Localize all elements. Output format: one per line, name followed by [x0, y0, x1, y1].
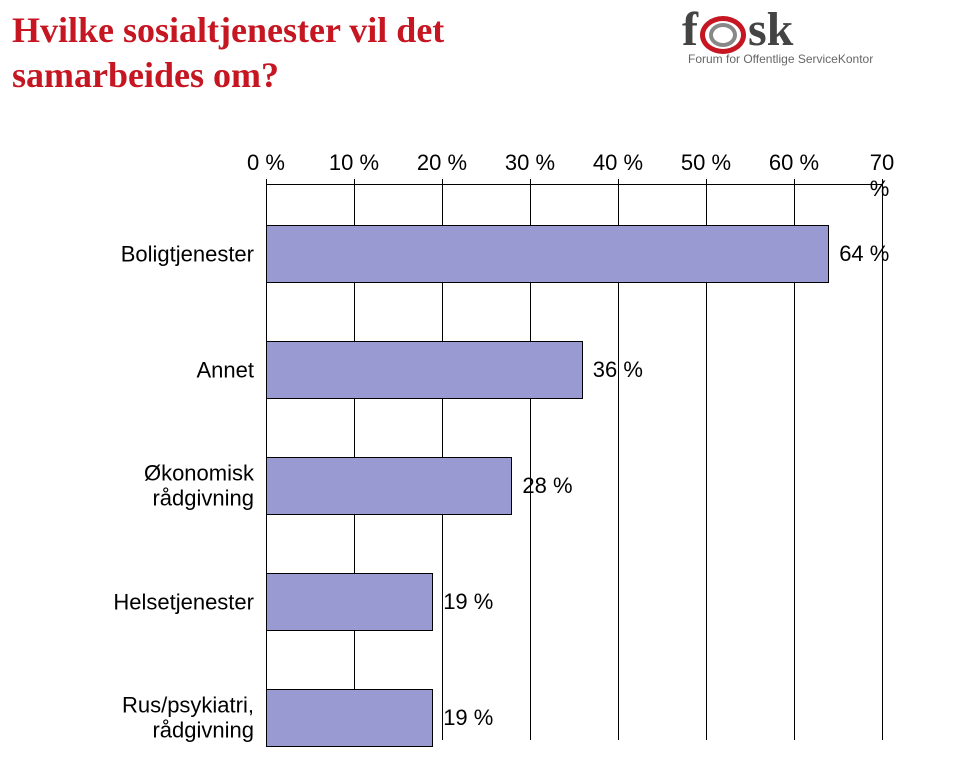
- bar-chart: 0 % 10 % 20 % 30 % 40 % 50 % 60 % 70 %: [70, 150, 890, 740]
- logo-letters-sk: sk: [748, 6, 793, 54]
- fosk-logo: f sk Forum for Offentlige ServiceKontor: [682, 6, 942, 86]
- logo-subtext: Forum for Offentlige ServiceKontor: [688, 52, 942, 66]
- bar: [266, 457, 512, 515]
- x-tick-label: 40 %: [593, 150, 643, 176]
- value-label: 19 %: [443, 589, 493, 615]
- page: Hvilke sosialtjenester vil det samarbeid…: [0, 0, 960, 772]
- bar: [266, 225, 829, 283]
- bar: [266, 689, 433, 747]
- value-label: 64 %: [839, 241, 889, 267]
- category-label: Annet: [74, 357, 254, 382]
- logo-letter-o-rings: [700, 16, 746, 54]
- x-tick-label: 10 %: [329, 150, 379, 176]
- page-title-line2: samarbeides om?: [12, 53, 444, 98]
- x-tick-label: 20 %: [417, 150, 467, 176]
- value-label: 36 %: [593, 357, 643, 383]
- page-title-line1: Hvilke sosialtjenester vil det: [12, 8, 444, 53]
- page-title: Hvilke sosialtjenester vil det samarbeid…: [12, 8, 444, 98]
- category-label: Boligtjenester: [74, 241, 254, 266]
- logo-letter-f: f: [682, 6, 698, 54]
- x-tick-label: 60 %: [769, 150, 819, 176]
- value-label: 19 %: [443, 705, 493, 731]
- category-label: Rus/psykiatri,rådgivning: [74, 693, 254, 744]
- x-axis-labels: 0 % 10 % 20 % 30 % 40 % 50 % 60 % 70 %: [266, 150, 882, 178]
- logo-wordmark: f sk: [682, 6, 942, 54]
- bar: [266, 341, 583, 399]
- x-tick-label: 0 %: [247, 150, 285, 176]
- category-label: Økonomiskrådgivning: [74, 461, 254, 512]
- value-label: 28 %: [522, 473, 572, 499]
- gridline: [882, 185, 883, 740]
- bar: [266, 573, 433, 631]
- x-tick-label: 50 %: [681, 150, 731, 176]
- category-label: Helsetjenester: [74, 589, 254, 614]
- x-tick-label: 30 %: [505, 150, 555, 176]
- logo-ring-inner: [709, 23, 737, 47]
